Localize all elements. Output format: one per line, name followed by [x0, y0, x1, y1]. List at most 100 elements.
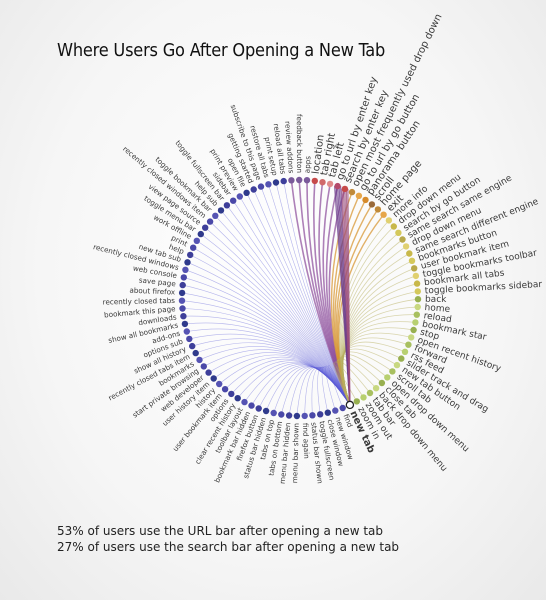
node-dot-27: [181, 320, 189, 328]
stat-search-bar: 27% of users use the search bar after op…: [57, 540, 400, 554]
flow-line-37: [193, 247, 351, 406]
node-dot-7: [293, 412, 301, 420]
node-dot-86: [398, 355, 405, 362]
flow-line-3: [321, 366, 351, 413]
node-dot-68: [390, 223, 397, 230]
flow-line-45: [232, 200, 351, 406]
node-dot-89: [384, 374, 391, 381]
node-label-55: apps: [303, 155, 313, 173]
node-label-7: menu bar shown: [290, 423, 301, 483]
node-dot-19: [210, 375, 217, 382]
flow-lines: [181, 179, 419, 417]
flow-line-34: [185, 269, 351, 406]
flow-line-40: [205, 227, 351, 406]
flow-line-28: [183, 315, 351, 406]
node-dot-91: [372, 385, 380, 392]
node-dot-9: [278, 411, 285, 418]
node-dot-39: [197, 230, 204, 238]
node-dot-47: [243, 189, 250, 196]
node-label-32: save page: [138, 275, 176, 288]
flow-line-18: [219, 356, 351, 406]
flow-line-44: [226, 205, 351, 406]
node-label-54: feedback button: [295, 114, 304, 173]
node-dot-83: [408, 334, 415, 341]
node-dot-11: [262, 407, 270, 415]
node-dot-57: [319, 179, 326, 186]
node-dot-50: [265, 181, 272, 188]
node-ring: [178, 176, 422, 420]
flow-line-42: [215, 215, 351, 406]
node-dot-59: [334, 182, 341, 190]
node-dot-5: [309, 412, 316, 419]
flow-line-13: [251, 364, 351, 406]
node-dot-36: [187, 251, 194, 259]
flow-line-8: [288, 367, 351, 416]
node-dot-38: [193, 237, 200, 244]
node-dot-82: [410, 326, 417, 334]
node-dot-71: [402, 243, 410, 250]
node-dot-14: [241, 398, 248, 406]
node-dot-44: [223, 202, 231, 209]
node-dot-29: [179, 305, 186, 312]
node-dot-48: [250, 186, 257, 193]
node-dot-43: [217, 207, 225, 214]
node-dot-75: [412, 272, 420, 280]
node-dot-41: [206, 218, 214, 225]
flow-line-48: [253, 189, 351, 406]
node-dot-77: [414, 288, 421, 295]
node-dot-46: [236, 193, 243, 200]
node-dot-37: [190, 244, 197, 251]
flow-line-14: [244, 363, 351, 406]
node-dot-18: [216, 380, 223, 388]
node-dot-79: [414, 303, 421, 311]
node-dot-25: [186, 335, 193, 343]
node-dot-81: [412, 319, 419, 326]
node-dot-0: [345, 400, 355, 410]
node-dot-20: [205, 369, 212, 376]
node-dot-65: [374, 206, 382, 213]
node-dot-1: [339, 404, 346, 412]
node-dot-88: [389, 368, 396, 375]
node-dot-24: [189, 342, 196, 350]
node-label-6: find again: [301, 423, 311, 459]
main-flow-line-1: [347, 188, 351, 405]
flow-line-30: [181, 300, 351, 406]
node-dot-33: [180, 274, 187, 281]
node-dot-67: [385, 217, 393, 224]
flow-line-9: [281, 366, 351, 415]
node-dot-80: [413, 311, 420, 318]
node-dot-30: [178, 297, 186, 304]
flow-line-36: [190, 254, 351, 406]
node-dot-60: [341, 185, 349, 193]
flow-line-23: [195, 342, 351, 406]
flow-line-24: [192, 338, 351, 406]
node-dot-74: [411, 265, 418, 272]
node-dot-42: [212, 212, 219, 219]
node-dot-53: [288, 177, 295, 184]
node-dot-16: [228, 390, 235, 398]
node-dot-17: [221, 386, 229, 393]
node-dot-34: [182, 266, 189, 273]
node-dot-63: [362, 196, 369, 204]
node-dot-92: [366, 389, 374, 397]
node-dot-12: [255, 405, 262, 412]
flow-line-29: [182, 308, 351, 406]
node-label-31: about firefox: [129, 286, 176, 297]
node-dot-21: [200, 363, 207, 370]
node-dot-6: [301, 412, 308, 420]
node-dot-28: [180, 313, 187, 320]
node-dot-73: [408, 257, 416, 264]
flow-line-32: [182, 284, 351, 406]
node-dot-66: [380, 211, 387, 218]
flow-line-17: [224, 358, 351, 406]
flow-line-33: [183, 277, 351, 406]
flow-line-26: [186, 328, 351, 406]
node-dot-78: [414, 296, 422, 303]
flow-line-25: [189, 333, 351, 406]
node-dot-72: [406, 250, 413, 257]
node-dot-64: [368, 201, 376, 208]
stats-block: 53% of users use the URL bar after openi…: [57, 523, 399, 555]
node-dot-26: [183, 328, 190, 335]
node-dot-69: [395, 229, 402, 236]
flow-line-35: [187, 262, 351, 406]
